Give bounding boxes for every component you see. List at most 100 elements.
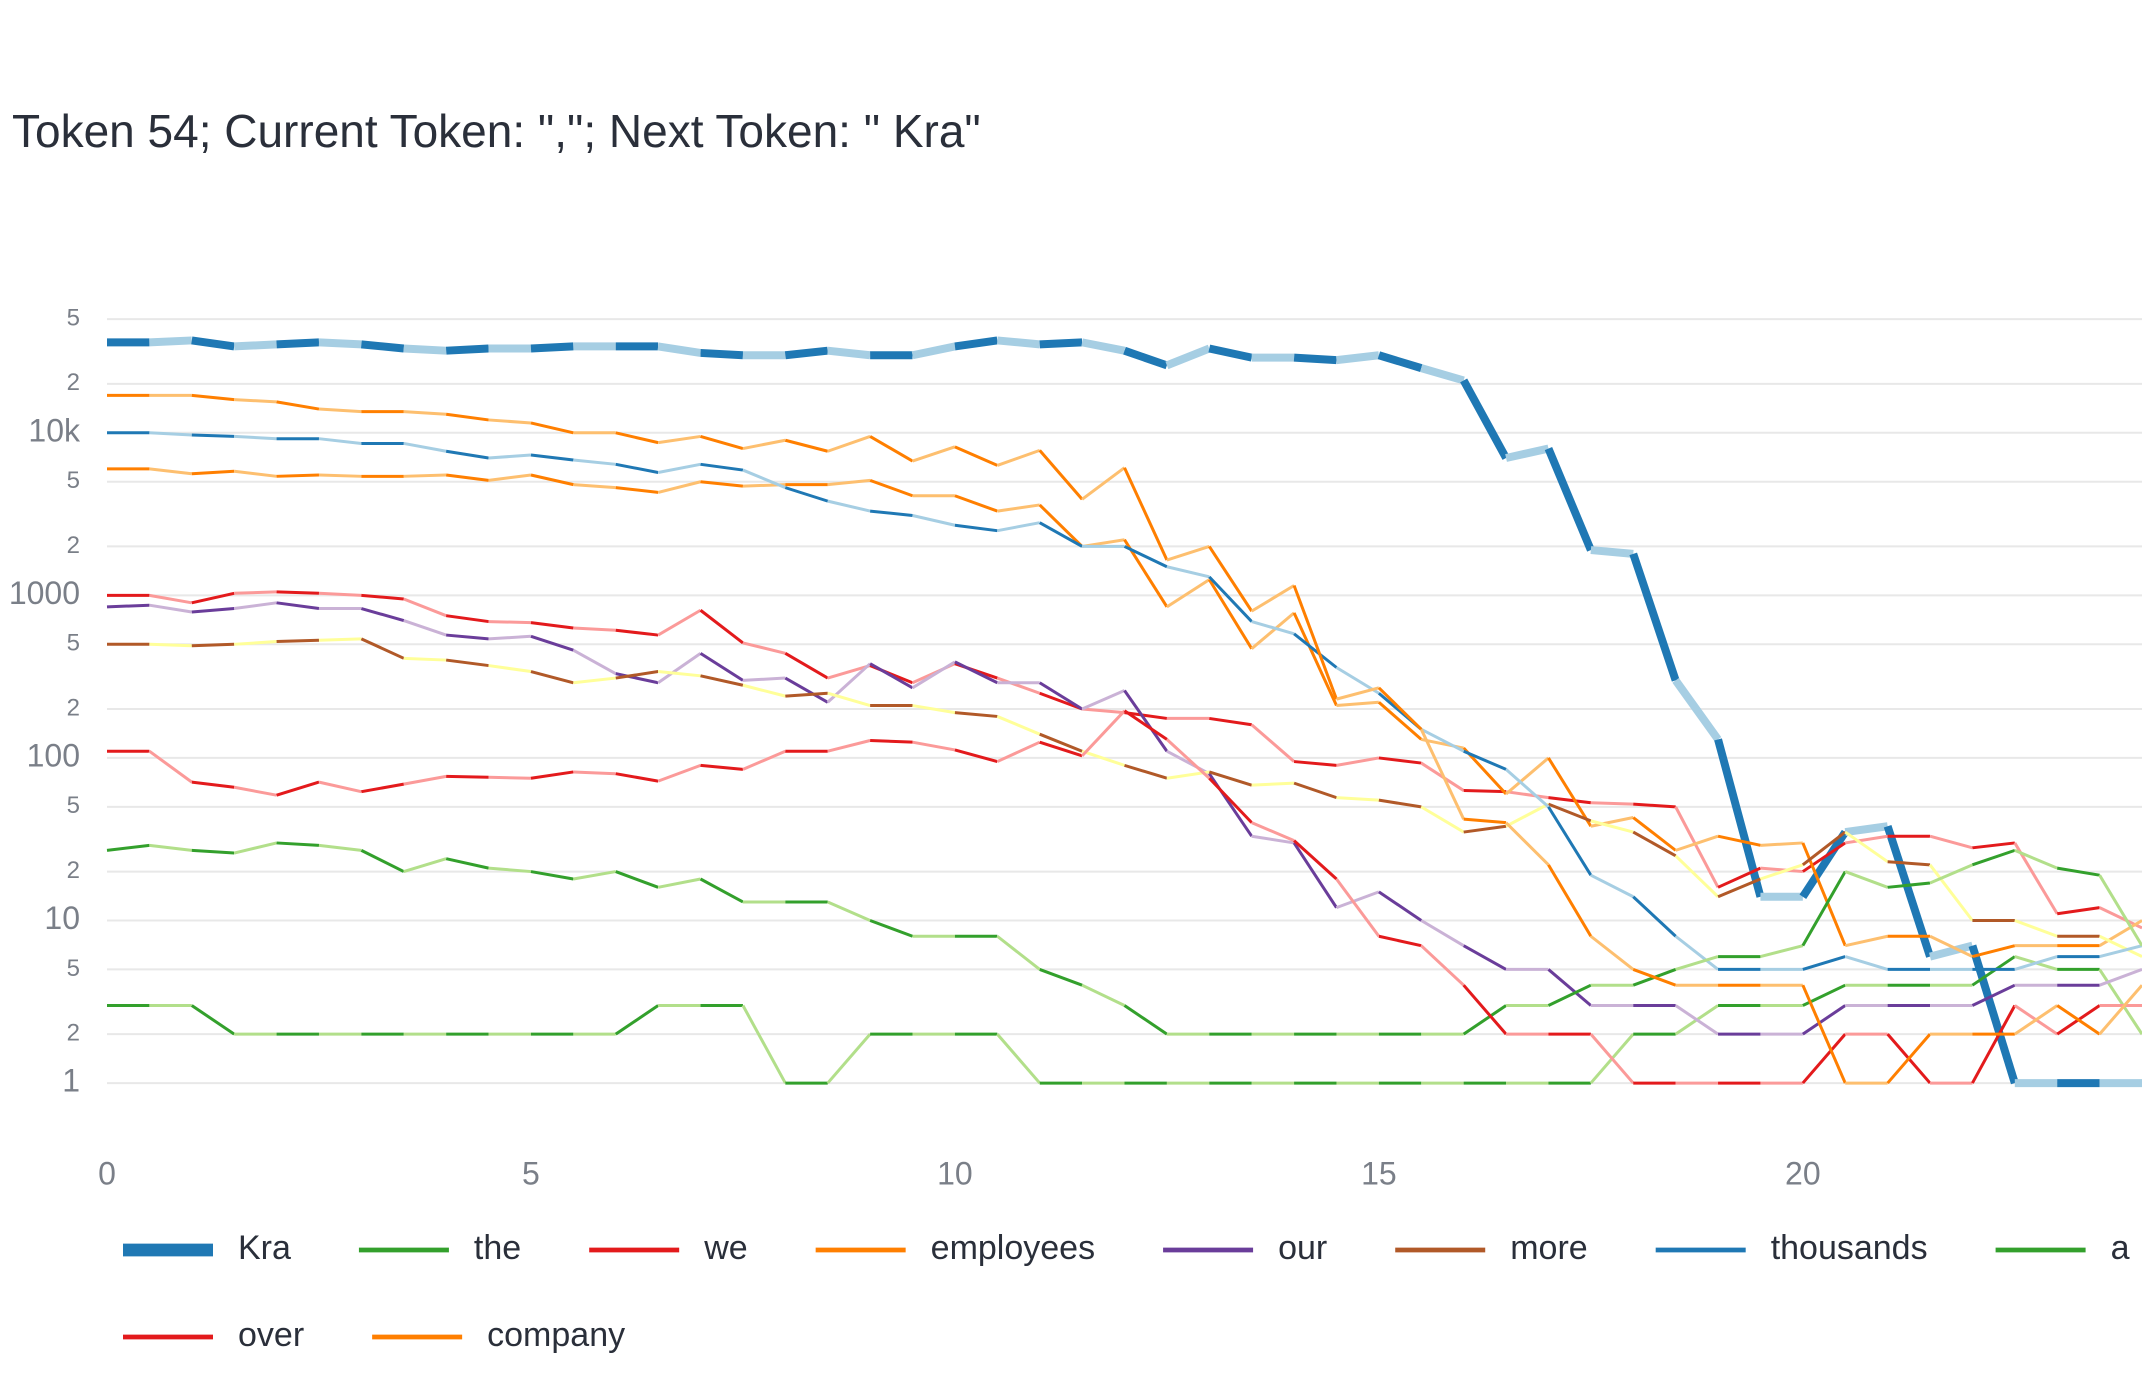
line-segment bbox=[1377, 351, 1423, 372]
line-segment bbox=[1929, 941, 1974, 961]
line-segment bbox=[700, 480, 744, 488]
line-segment bbox=[1971, 848, 2016, 867]
line-segment bbox=[1378, 934, 1422, 948]
line-segment bbox=[403, 619, 447, 637]
line-segment bbox=[530, 621, 574, 630]
line-segment bbox=[1166, 578, 1211, 609]
line-segment bbox=[1123, 689, 1169, 753]
line-segment bbox=[1462, 1004, 1507, 1036]
line-segment bbox=[1378, 756, 1422, 765]
line-segment bbox=[1929, 934, 1974, 958]
legend-label: company bbox=[487, 1316, 625, 1354]
line-segment bbox=[1462, 944, 1507, 971]
x-tick-label: 20 bbox=[1785, 1155, 1821, 1191]
line-segment bbox=[360, 340, 405, 353]
y-tick-label: 10k bbox=[28, 412, 81, 448]
line-segment bbox=[699, 877, 744, 904]
line-segment bbox=[742, 468, 786, 490]
x-tick-label: 0 bbox=[98, 1155, 116, 1191]
line-segment bbox=[403, 441, 447, 453]
line-segment bbox=[1123, 545, 1168, 569]
line-segment bbox=[360, 849, 405, 873]
line-segment bbox=[1971, 983, 2016, 1007]
line-segment bbox=[2056, 866, 2100, 877]
line-segment bbox=[912, 740, 956, 752]
line-segment bbox=[445, 658, 489, 668]
line-segment bbox=[1844, 955, 1889, 971]
line-segment bbox=[700, 434, 744, 451]
line-segment bbox=[1674, 935, 1719, 971]
line-segment bbox=[954, 494, 998, 513]
line-segment bbox=[488, 620, 531, 625]
line-segment bbox=[1123, 709, 1168, 741]
line-segment bbox=[1166, 545, 1210, 562]
line-segment bbox=[149, 843, 192, 852]
line-segment bbox=[1886, 1033, 1932, 1085]
line-segment bbox=[1887, 860, 1931, 867]
y-tick-label: 5 bbox=[67, 792, 80, 819]
line-segment bbox=[234, 469, 277, 478]
line-segment bbox=[1038, 449, 1084, 501]
line-segment bbox=[1335, 878, 1381, 938]
legend-label: a bbox=[2111, 1229, 2130, 1267]
line-segment bbox=[996, 935, 1041, 971]
line-segment bbox=[1463, 789, 1507, 794]
line-segment bbox=[1547, 802, 1592, 823]
line-segment bbox=[1799, 829, 1849, 899]
line-segment bbox=[488, 866, 532, 874]
y-tick-label: 5 bbox=[67, 630, 80, 657]
line-segment bbox=[996, 1033, 1041, 1085]
line-segment bbox=[403, 473, 447, 478]
line-segment bbox=[573, 458, 616, 466]
line-segment bbox=[2056, 1004, 2101, 1036]
line-segment bbox=[2098, 934, 2142, 958]
series-line bbox=[106, 841, 2142, 1036]
line-segment bbox=[699, 652, 744, 682]
line-segment bbox=[657, 608, 702, 637]
line-segment bbox=[1419, 728, 1466, 820]
line-segment bbox=[657, 670, 701, 678]
line-segment bbox=[1675, 955, 1719, 971]
line-segment bbox=[530, 342, 574, 353]
line-segment bbox=[741, 1004, 787, 1084]
line-segment bbox=[403, 344, 447, 355]
line-segment bbox=[1293, 760, 1337, 767]
line-segment bbox=[403, 410, 447, 416]
line-segment bbox=[1293, 353, 1337, 365]
line-segment bbox=[1590, 816, 1634, 828]
line-segment bbox=[1887, 881, 1931, 889]
line-segment bbox=[1972, 841, 2015, 850]
line-segment bbox=[276, 400, 320, 411]
line-segment bbox=[2056, 906, 2100, 916]
line-segment bbox=[1801, 1004, 1847, 1036]
line-segment bbox=[1929, 863, 1974, 885]
line-segment bbox=[106, 843, 150, 852]
series-line bbox=[107, 467, 2142, 959]
line-segment bbox=[234, 434, 277, 441]
line-segment bbox=[996, 740, 1041, 763]
line-segment bbox=[1081, 689, 1126, 711]
line-segment bbox=[827, 499, 871, 513]
line-segment bbox=[1460, 378, 1510, 460]
line-segment bbox=[954, 336, 998, 351]
line-segment bbox=[1336, 351, 1380, 365]
line-segment bbox=[445, 344, 489, 355]
line-segment bbox=[785, 691, 828, 698]
line-segment bbox=[530, 473, 574, 487]
line-segment bbox=[318, 780, 362, 794]
line-segment bbox=[2014, 848, 2058, 870]
line-segment bbox=[1759, 863, 1804, 881]
legend-label: thousands bbox=[1771, 1229, 1928, 1267]
line-segment bbox=[615, 486, 659, 494]
line-segment bbox=[1844, 870, 1889, 889]
line-segment bbox=[276, 473, 320, 478]
line-segment bbox=[1505, 790, 1549, 800]
line-segment bbox=[1589, 1033, 1635, 1085]
line-segment bbox=[234, 590, 277, 595]
line-segment bbox=[1548, 796, 1592, 805]
line-segment bbox=[573, 626, 616, 632]
series-line bbox=[107, 590, 2142, 930]
line-segment bbox=[869, 435, 914, 463]
line-segment bbox=[446, 633, 489, 641]
line-segment bbox=[2098, 984, 2142, 1036]
